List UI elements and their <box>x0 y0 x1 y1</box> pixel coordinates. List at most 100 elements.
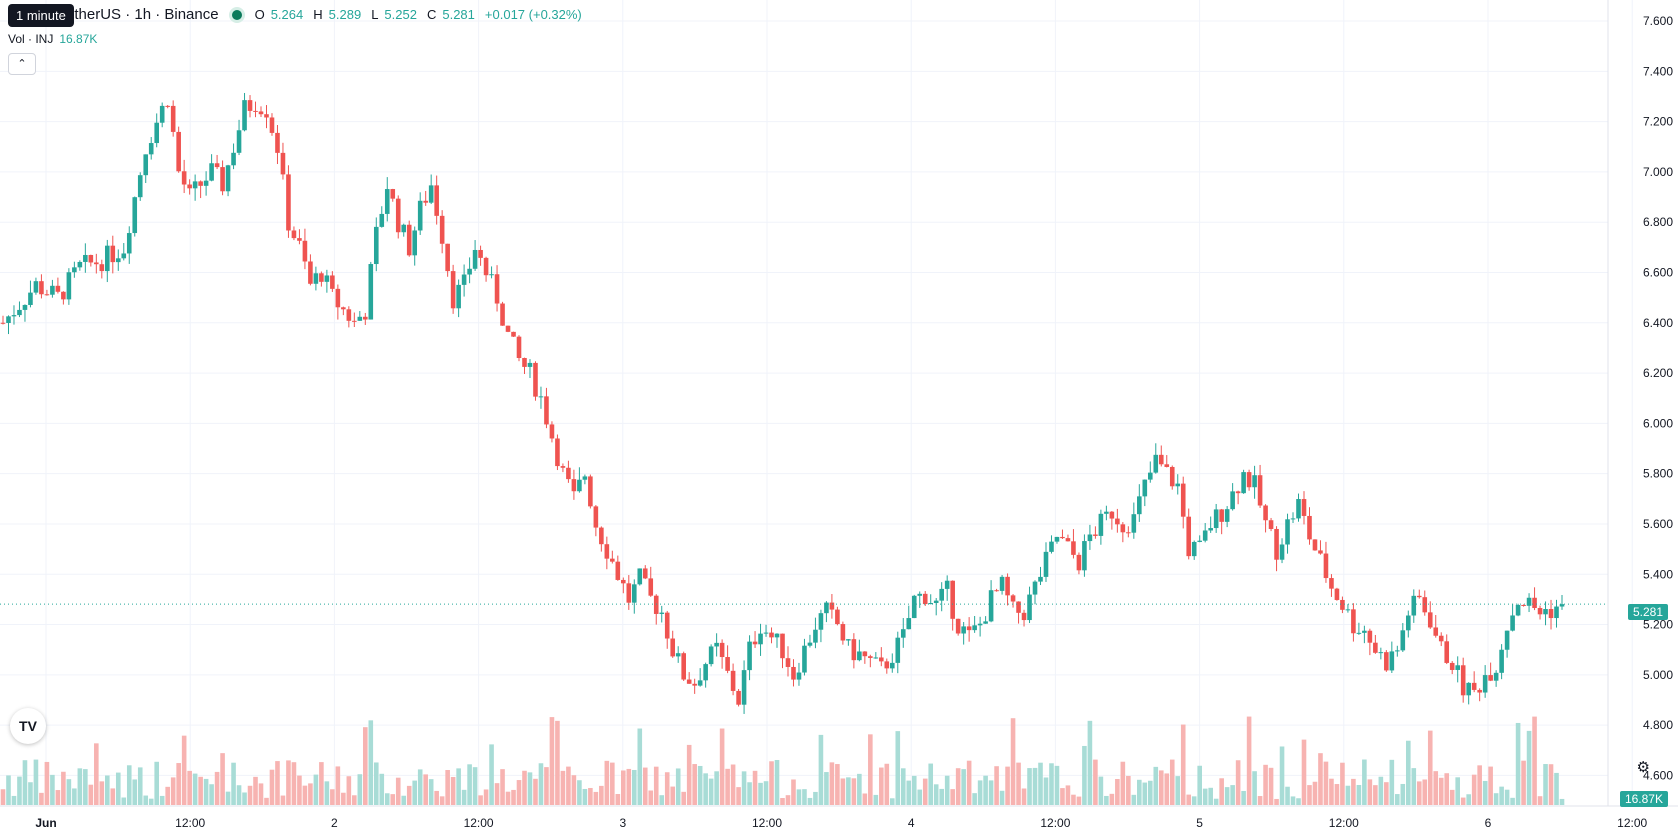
volume-bar <box>1455 777 1461 805</box>
candle-body <box>818 613 824 630</box>
candle-body <box>126 233 132 254</box>
volume-bar <box>302 785 308 805</box>
volume-bar <box>1554 772 1559 805</box>
candle-body <box>1395 650 1400 652</box>
volume-bar <box>384 793 390 805</box>
candle-body <box>253 110 258 112</box>
candle-body <box>615 561 621 580</box>
volume-bar <box>1191 796 1197 805</box>
open-label: O <box>254 7 265 22</box>
volume-bar <box>1257 796 1263 805</box>
volume-bar <box>1027 768 1032 805</box>
volume-legend: Vol · INJ 16.87K <box>8 32 97 46</box>
candle-body <box>500 303 505 326</box>
volume-bar <box>555 720 560 805</box>
volume-bar <box>1104 795 1109 805</box>
candle-body <box>456 284 461 309</box>
candle-body <box>247 100 253 111</box>
volume-bar <box>1340 762 1345 805</box>
volume-bar <box>791 779 796 805</box>
candle-body <box>1488 675 1493 681</box>
volume-bar <box>1087 720 1093 805</box>
candle-body <box>280 152 286 175</box>
y-tick-label: 6.600 <box>1643 265 1673 279</box>
volume-bar <box>390 794 396 805</box>
candle-body <box>330 275 335 289</box>
candle-body <box>730 670 736 691</box>
volume-bar <box>516 780 522 805</box>
candle-body <box>198 181 203 186</box>
candle-body <box>599 527 604 545</box>
volume-bar <box>192 773 198 805</box>
volume-bar <box>1460 797 1466 805</box>
candle-body <box>1521 604 1526 606</box>
candle-body <box>472 249 478 269</box>
volume-bar <box>681 791 686 805</box>
x-tick-label: 12:00 <box>1040 816 1070 830</box>
volume-bar <box>308 783 313 805</box>
candle-body <box>1005 576 1010 596</box>
candle-body <box>1235 491 1241 494</box>
current-price-badge: 5.281 <box>1627 604 1668 620</box>
volume-bar <box>181 735 187 805</box>
candle-body <box>1257 475 1263 506</box>
candle-body <box>933 600 939 604</box>
volume-bar <box>1071 794 1076 805</box>
volume-bar <box>1279 746 1285 805</box>
volume-bar <box>357 774 363 805</box>
volume-bar <box>456 768 461 805</box>
gear-icon[interactable]: ⚙ <box>1636 759 1650 776</box>
volume-bar <box>1197 765 1202 805</box>
symbol-title[interactable]: etherUS · 1h · Binance <box>66 6 219 23</box>
y-tick-label: 6.200 <box>1643 366 1673 380</box>
volume-bar <box>610 762 615 805</box>
candle-body <box>505 325 511 332</box>
candle-body <box>626 583 632 603</box>
candle-body <box>88 254 94 263</box>
candle-body <box>61 291 66 300</box>
candle-body <box>670 638 676 657</box>
volume-bar <box>44 761 50 805</box>
volume-bar <box>664 772 670 805</box>
candle-body <box>395 198 401 233</box>
volume-bar <box>242 792 247 805</box>
y-tick-label: 7.600 <box>1643 14 1673 28</box>
volume-bar <box>944 775 950 805</box>
volume-bar <box>319 762 324 805</box>
volume-bar <box>17 776 22 805</box>
market-status-icon[interactable] <box>228 6 245 23</box>
candle-body <box>450 271 456 309</box>
volume-bar <box>220 753 225 805</box>
volume-bar <box>593 791 599 805</box>
candle-body <box>1482 675 1488 693</box>
candle-body <box>1559 604 1565 607</box>
candle-body <box>291 230 297 239</box>
candle-body <box>390 189 396 199</box>
volume-bar <box>730 764 736 805</box>
volume-bar <box>840 778 846 805</box>
candle-body <box>1115 518 1120 525</box>
candle-body <box>846 639 851 641</box>
candle-body <box>165 105 170 107</box>
volume-bar <box>154 761 160 805</box>
candle-body <box>187 184 192 189</box>
volume-bar <box>187 770 192 805</box>
volume-bar <box>714 771 719 805</box>
volume-bar <box>571 775 577 805</box>
volume-bar <box>582 788 588 805</box>
volume-bar <box>802 789 807 805</box>
candle-body <box>1109 511 1115 519</box>
volume-bar <box>1268 767 1274 805</box>
candle-body <box>203 180 209 186</box>
candle-body <box>11 315 17 317</box>
volume-bar <box>1010 718 1016 805</box>
volume-bar <box>209 784 214 805</box>
volume-bar <box>511 789 516 805</box>
volume-bar <box>132 779 138 805</box>
collapse-legend-button[interactable]: ⌃ <box>8 53 36 75</box>
volume-bar <box>829 762 835 805</box>
tradingview-logo[interactable]: TV <box>10 708 46 744</box>
volume-bar <box>1482 780 1488 805</box>
